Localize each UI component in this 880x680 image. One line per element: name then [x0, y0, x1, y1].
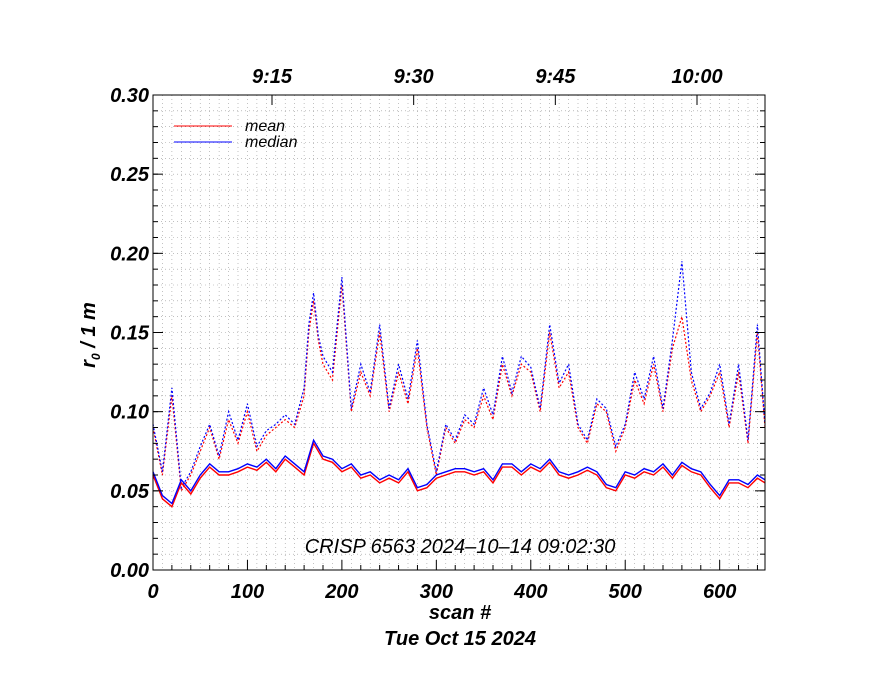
legend: mean median: [174, 118, 298, 151]
x-tick-label: 400: [513, 581, 547, 603]
y-tick-label: 0.15: [110, 323, 150, 345]
x-tick-label: 200: [324, 581, 358, 603]
top-axis-label: 10:00: [671, 66, 722, 88]
chart-annotation: CRISP 6563 2024–10–14 09:02:30: [305, 536, 616, 558]
y-tick-label: 0.30: [110, 85, 149, 107]
x-tick-label: 300: [420, 581, 453, 603]
legend-label-mean: mean: [245, 118, 285, 135]
x-tick-label: 600: [703, 581, 736, 603]
top-axis-label: 9:45: [535, 66, 576, 88]
x-tick-label: 100: [231, 581, 264, 603]
tick-marks: [152, 94, 765, 571]
series-line-median: [152, 438, 766, 505]
legend-label-median: median: [245, 134, 298, 151]
series-group: [152, 261, 766, 508]
x-tick-label: 0: [147, 581, 158, 603]
series-line-dotted-median: [152, 261, 766, 490]
top-axis-label: 9:30: [394, 66, 434, 88]
y-tick-label: 0.10: [110, 402, 149, 424]
y-axis-title: r0 / 1 m: [78, 302, 103, 368]
x-axis-title: scan #: [429, 602, 492, 624]
y-tick-label: 0.05: [110, 481, 150, 503]
x-tick-label: 500: [609, 581, 642, 603]
y-tick-label: 0.00: [110, 560, 149, 582]
x-tick-labels: 0 100 200 300 400 500 600: [147, 581, 736, 603]
y-axis-title-subscript: 0: [89, 353, 103, 360]
y-tick-label: 0.25: [110, 164, 150, 186]
y-tick-label: 0.20: [110, 243, 149, 265]
date-subtitle: Tue Oct 15 2024: [384, 628, 536, 650]
top-axis-label: 9:15: [252, 66, 293, 88]
y-axis-title-rest: / 1 m: [78, 302, 100, 353]
series-line-mean: [152, 441, 766, 508]
y-axis-title-r: r: [78, 359, 100, 368]
y-tick-labels: 0.00 0.05 0.10 0.15 0.20 0.25 0.30: [110, 85, 150, 582]
top-axis-labels: 9:15 9:30 9:45 10:00: [252, 66, 723, 88]
series-line-dotted-mean: [152, 284, 766, 493]
